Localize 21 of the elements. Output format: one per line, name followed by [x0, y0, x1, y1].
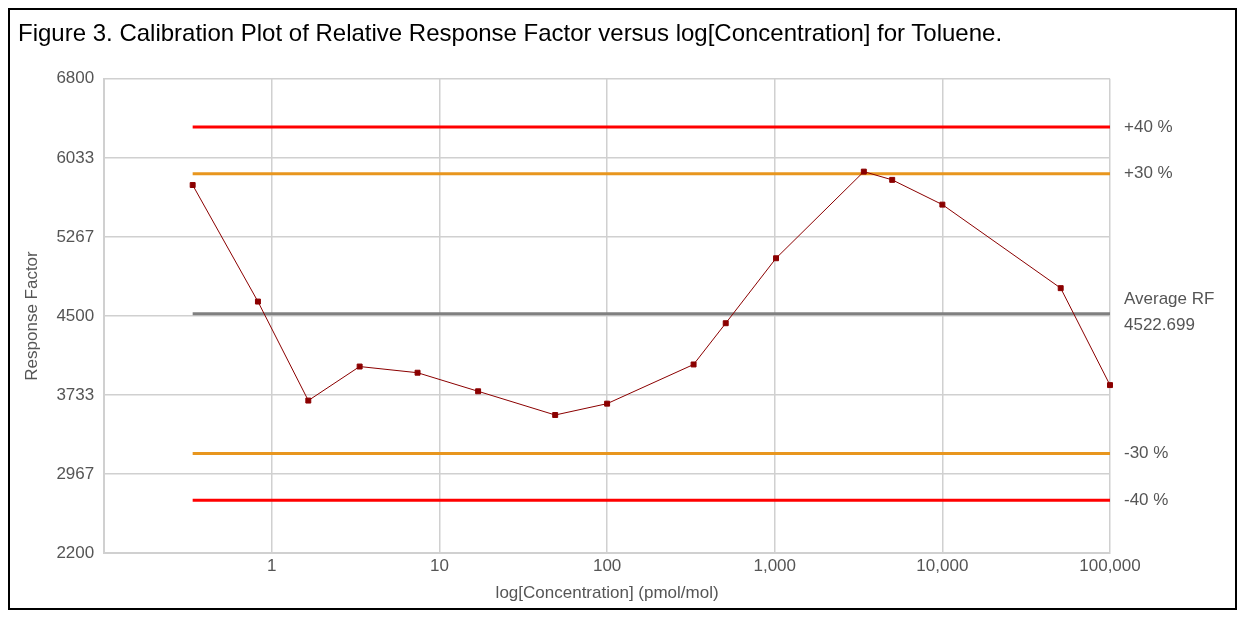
y-tick-label: 3733	[56, 384, 95, 404]
x-tick-label: 10	[430, 556, 449, 576]
x-tick-label: 100	[592, 556, 622, 576]
y-tick-label: 2200	[56, 542, 95, 562]
x-axis-title: log[Concentration] (pmol/mol)	[495, 583, 719, 603]
text: +40 %	[1124, 116, 1173, 136]
chart-title: Figure 3. Calibration Plot of Relative Response Factor versus log[Concentration] for Toluene.	[18, 19, 1003, 47]
y-tick-label: 2967	[56, 463, 95, 483]
ref-line-label: Average RF 4522.699	[1124, 289, 1215, 335]
x-tick-label: 1,000	[753, 556, 797, 576]
x-tick-label: 1	[267, 556, 277, 576]
y-tick-label: 6800	[56, 68, 95, 88]
text: +30 %	[1124, 163, 1173, 183]
text: -30 %	[1124, 443, 1169, 463]
y-tick-label: 4500	[56, 305, 95, 325]
x-tick-label: 10,000	[916, 556, 969, 576]
y-tick-label: 5267	[56, 226, 95, 246]
y-tick-label: 6033	[56, 147, 95, 167]
x-tick-label: 100,000	[1079, 556, 1141, 576]
y-axis-title: Response Factor	[21, 250, 41, 381]
text: -40 %	[1124, 489, 1169, 509]
